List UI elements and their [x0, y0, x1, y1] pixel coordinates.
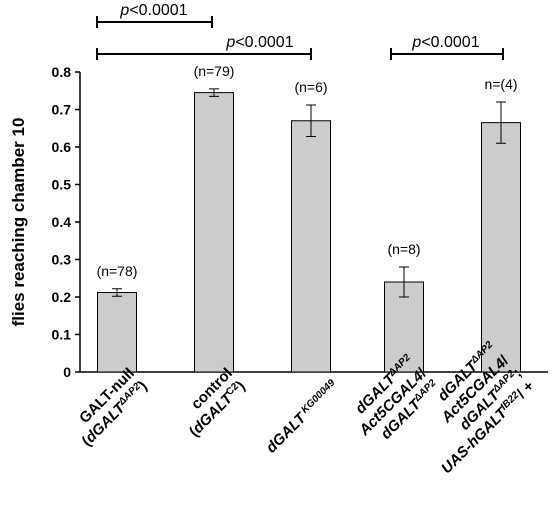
y-axis-title: flies reaching chamber 10 — [9, 118, 28, 327]
y-tick-label: 0.4 — [52, 214, 72, 230]
sample-size-labels: (n=78) (n=79) (n=6) (n=8) n=(4) — [97, 63, 518, 279]
n-label: (n=79) — [194, 63, 235, 79]
y-tick-label: 0.1 — [52, 327, 72, 343]
n-label: (n=78) — [97, 263, 138, 279]
error-bars — [112, 88, 506, 298]
n-label: (n=8) — [387, 241, 420, 257]
n-label: (n=6) — [294, 79, 327, 95]
category-label: dGALT KG00049 — [262, 377, 341, 456]
y-tick-label: 0.7 — [52, 102, 72, 118]
p-value-label: p<0.0001 — [225, 34, 293, 51]
bar — [291, 120, 331, 373]
p-value-label: p<0.0001 — [119, 2, 187, 19]
y-tick-label: 0.5 — [52, 177, 72, 193]
y-tick-label: 0.6 — [52, 139, 72, 155]
bar — [481, 122, 521, 373]
category-label: control(dGALTC2) — [186, 365, 249, 440]
p-value-label: p<0.0001 — [411, 34, 479, 51]
y-tick-label: 0.3 — [52, 252, 72, 268]
y-tick-label: 0.2 — [52, 289, 72, 305]
category-label: GALT-null(dGALTΔAP2) — [76, 365, 151, 450]
bars — [97, 92, 521, 373]
bar — [97, 292, 137, 373]
y-tick-label: 0.8 — [52, 64, 72, 80]
category-label-line: dGALT KG00049 — [262, 377, 341, 456]
y-axis: 0 0.1 0.2 0.3 0.4 0.5 0.6 0.7 0.8 — [52, 64, 548, 380]
y-tick-label: 0 — [63, 364, 71, 380]
bar — [384, 281, 424, 373]
bar — [194, 92, 234, 373]
n-label: n=(4) — [484, 76, 517, 92]
significance-brackets: p<0.0001 p<0.0001 p<0.0001 — [96, 2, 504, 60]
